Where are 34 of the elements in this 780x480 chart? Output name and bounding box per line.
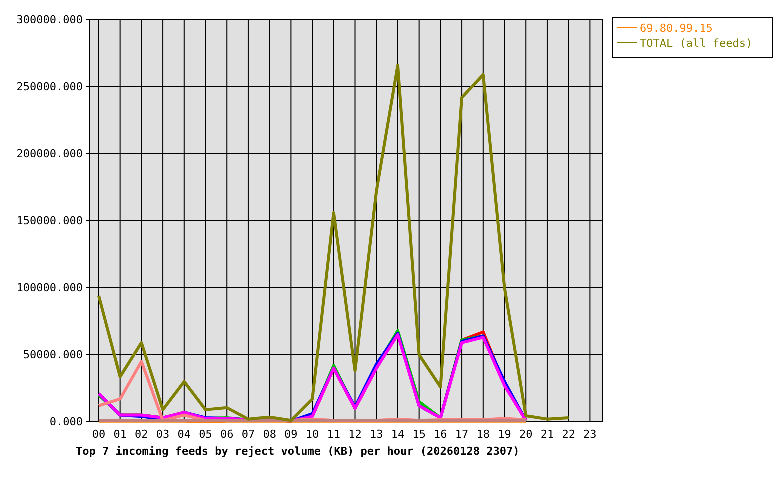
x-tick-label: 09 bbox=[284, 428, 298, 441]
x-tick-label: 02 bbox=[135, 428, 148, 441]
x-tick-label: 21 bbox=[540, 428, 554, 441]
x-tick-label: 16 bbox=[434, 428, 448, 441]
x-tick-label: 14 bbox=[391, 428, 405, 441]
x-tick-label: 18 bbox=[476, 428, 490, 441]
x-tick-label: 10 bbox=[306, 428, 320, 441]
y-tick-label: 150000.000 bbox=[16, 214, 83, 228]
x-tick-label: 12 bbox=[348, 428, 362, 441]
y-tick-label: 250000.000 bbox=[16, 80, 83, 94]
x-tick-label: 23 bbox=[584, 428, 597, 441]
x-tick-label: 22 bbox=[562, 428, 576, 441]
legend-label: 69.80.99.15 bbox=[640, 22, 713, 35]
x-tick-label: 07 bbox=[242, 428, 256, 441]
x-tick-label: 11 bbox=[327, 428, 341, 441]
x-tick-label: 00 bbox=[92, 428, 106, 441]
x-tick-label: 19 bbox=[498, 428, 512, 441]
y-tick-label: 100000.000 bbox=[16, 282, 83, 295]
x-tick-label: 08 bbox=[263, 428, 276, 441]
text: Top 7 incoming feeds by reject volume (KB) per hour (20260128 2307) bbox=[76, 445, 520, 458]
x-tick-label: 17 bbox=[455, 428, 469, 441]
x-tick-label: 04 bbox=[178, 428, 192, 441]
x-tick-label: 01 bbox=[114, 428, 127, 441]
y-tick-label: 50000.000 bbox=[23, 348, 83, 362]
legend-label: TOTAL (all feeds) bbox=[640, 37, 753, 50]
x-tick-label: 20 bbox=[519, 428, 533, 441]
y-tick-label: 0.000 bbox=[50, 416, 83, 429]
x-tick-label: 03 bbox=[156, 428, 170, 441]
y-tick-label: 200000.000 bbox=[16, 148, 83, 161]
y-tick-label: 300000.000 bbox=[16, 14, 83, 27]
x-tick-label: 05 bbox=[199, 428, 212, 441]
x-tick-label: 06 bbox=[220, 428, 234, 441]
x-tick-label: 15 bbox=[412, 428, 426, 441]
x-tick-label: 13 bbox=[370, 428, 384, 441]
